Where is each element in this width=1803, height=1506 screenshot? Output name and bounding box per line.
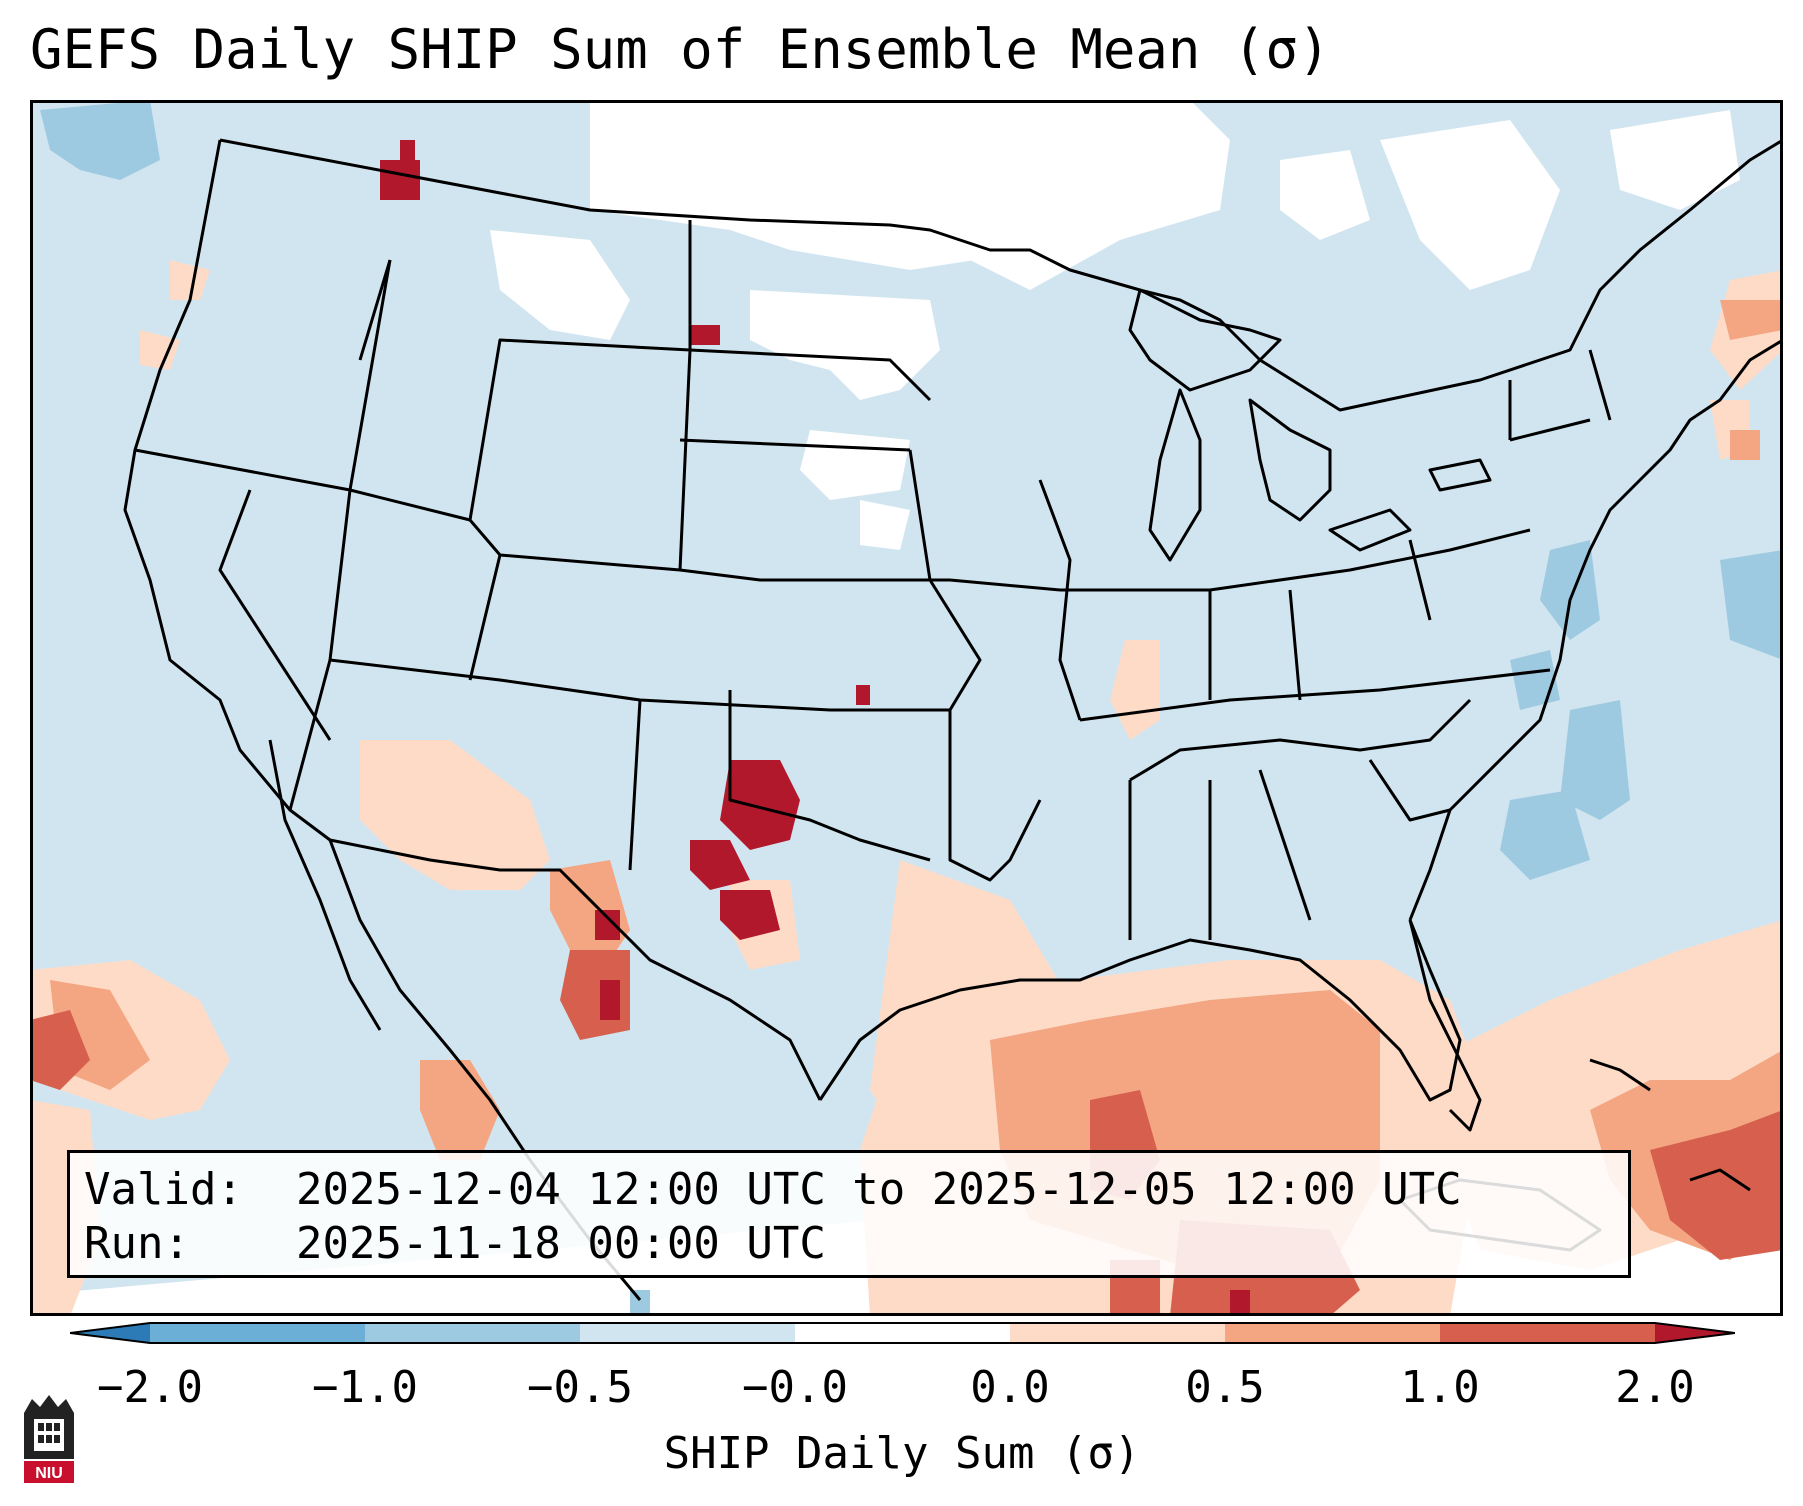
map-frame-border	[30, 100, 1783, 1316]
colorbar-over-arrow	[1655, 1323, 1735, 1343]
colorbar-segment	[1010, 1323, 1226, 1343]
valid-run-info-box: Valid: 2025-12-04 12:00 UTC to 2025-12-05…	[67, 1150, 1631, 1278]
map-title: GEFS Daily SHIP Sum of Ensemble Mean (σ)	[30, 18, 1331, 81]
niu-logo-icon: NIU	[20, 1393, 78, 1485]
run-value: 2025-11-18 00:00 UTC	[296, 1218, 826, 1269]
map-panel	[30, 100, 1783, 1316]
colorbar-tick-label: 0.5	[1185, 1362, 1265, 1413]
run-line: Run: 2025-11-18 00:00 UTC	[84, 1217, 1614, 1271]
colorbar-segment	[150, 1323, 366, 1343]
niu-logo-graphic: NIU	[24, 1395, 74, 1483]
colorbar-tick-label: −2.0	[97, 1362, 203, 1413]
colorbar-svg	[69, 1322, 1736, 1344]
valid-key: Valid:	[84, 1164, 243, 1215]
colorbar-segment	[1225, 1323, 1441, 1343]
map-svg	[30, 100, 1783, 1316]
colorbar-segments	[150, 1323, 1656, 1343]
colorbar-tick-label: −0.5	[527, 1362, 633, 1413]
colorbar-segment	[580, 1323, 796, 1343]
positive-anomaly-extreme	[380, 140, 1250, 1316]
colorbar-segment	[1440, 1323, 1656, 1343]
run-key: Run:	[84, 1218, 190, 1269]
colorbar-tick-label: 2.0	[1615, 1362, 1695, 1413]
map-boundaries	[123, 138, 1783, 1301]
niu-logo-text: NIU	[35, 1465, 63, 1482]
colorbar-tick-label: 1.0	[1400, 1362, 1480, 1413]
colorbar-tick-label: 0.0	[970, 1362, 1050, 1413]
valid-value: 2025-12-04 12:00 UTC to 2025-12-05 12:00…	[296, 1164, 1462, 1215]
colorbar-tick-label: −0.0	[742, 1362, 848, 1413]
colorbar-tick-label: −1.0	[312, 1362, 418, 1413]
colorbar-segment	[795, 1323, 1011, 1343]
colorbar-under-arrow	[70, 1323, 150, 1343]
colorbar-label: SHIP Daily Sum (σ)	[663, 1428, 1141, 1479]
colorbar-segment	[365, 1323, 581, 1343]
colorbar	[69, 1318, 1736, 1348]
valid-line: Valid: 2025-12-04 12:00 UTC to 2025-12-05…	[84, 1163, 1614, 1217]
